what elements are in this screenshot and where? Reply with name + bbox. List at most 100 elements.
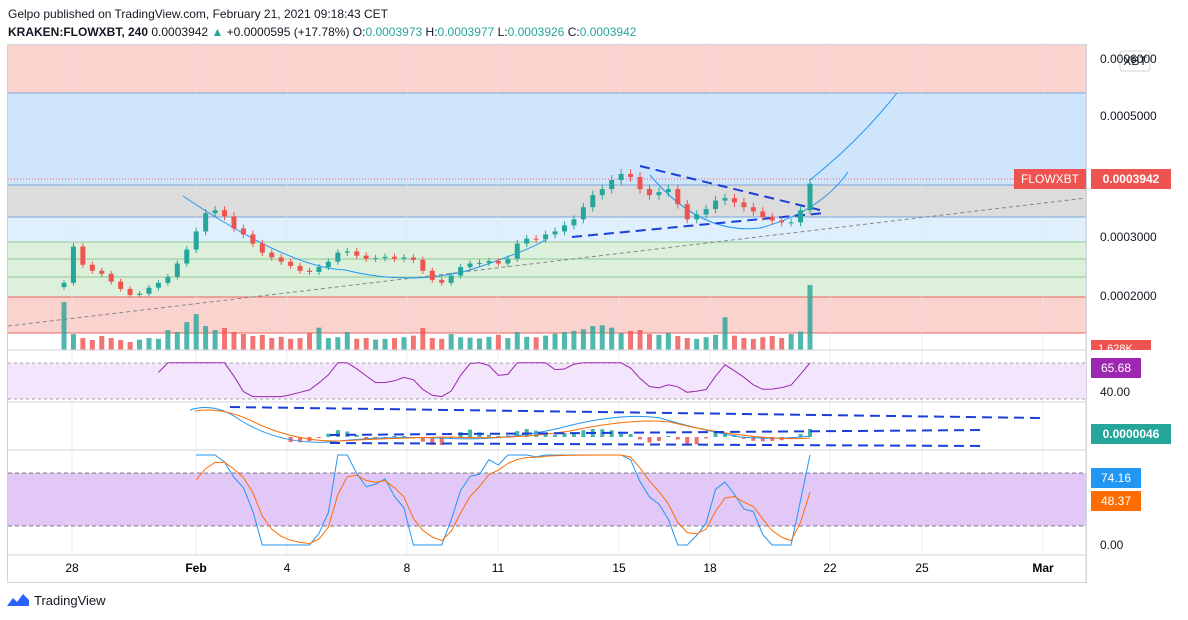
volume-bar-72	[741, 338, 747, 350]
price-tick-4: 0.0002000	[1100, 289, 1157, 303]
price-axis[interactable]: XBT 0.0006000 0.0005000 0.0003000 0.0002…	[1014, 50, 1171, 552]
candle-body-0	[61, 282, 67, 288]
volume-bar-48	[514, 332, 520, 350]
candle-body-35	[392, 256, 398, 259]
volume-bar-5	[108, 338, 114, 350]
symbol-tag-text: FLOWXBT	[1021, 172, 1080, 186]
candle-body-72	[741, 202, 747, 208]
time-tick-4: 11	[492, 561, 505, 575]
stoch-band	[8, 473, 1086, 526]
volume-bar-52	[552, 333, 558, 350]
volume-bar-62	[646, 334, 652, 350]
volume-bar-19	[240, 334, 246, 350]
volume-bar-3	[89, 340, 95, 350]
ohlc-legend: KRAKEN:FLOWXBT, 240 0.0003942 ▲ +0.00005…	[8, 23, 908, 41]
signal-line	[194, 409, 811, 442]
rsi-pane	[8, 362, 1086, 400]
macd-hist-bar-72	[741, 437, 746, 439]
stoch-k-tag	[1091, 468, 1141, 488]
time-axis[interactable]: 28 Feb 4 8 11 15 18 22 25 Mar	[65, 561, 1054, 575]
volume-bar-78	[798, 331, 804, 350]
candle-body-53	[561, 225, 567, 232]
volume-bar-30	[344, 332, 350, 350]
macd-hist-bar-54	[571, 432, 576, 437]
symbol-name[interactable]: KRAKEN:FLOWXBT, 240	[8, 25, 149, 39]
macd-hist-bar-47	[505, 435, 510, 437]
candle-body-25	[297, 265, 303, 271]
volume-bar-33	[373, 339, 379, 350]
volume-bars	[61, 285, 813, 350]
high-label: H:	[425, 25, 438, 39]
volume-bar-54	[571, 330, 577, 350]
stoch-d-line	[195, 454, 811, 545]
macd-hist-bar-78	[798, 434, 803, 437]
volume-tag	[1091, 340, 1151, 350]
candle-body-38	[420, 259, 426, 271]
candle-body-57	[599, 189, 605, 196]
candle-body-43	[467, 263, 473, 268]
time-tick-9: Mar	[1032, 561, 1054, 575]
candle-body-20	[250, 234, 256, 244]
volume-bar-13	[184, 322, 190, 350]
macd-hist-bar-36	[401, 436, 406, 437]
candle-body-73	[750, 207, 756, 212]
volume-bar-39	[429, 338, 435, 350]
volume-bar-61	[637, 330, 643, 350]
stoch-k-line	[196, 454, 811, 546]
macd-hist-bar-69	[713, 431, 718, 437]
candle-body-77	[788, 222, 794, 224]
candle-body-30	[344, 251, 350, 253]
volume-bar-28	[325, 338, 331, 350]
volume-bar-76	[779, 338, 785, 350]
macd-hist-bar-59	[619, 431, 624, 437]
time-tick-0: 28	[65, 561, 79, 575]
close-label: C:	[567, 25, 580, 39]
last-price-tag-text: 0.0003942	[1103, 172, 1160, 186]
macd-hist-bar-48	[515, 431, 520, 437]
volume-bar-1	[70, 334, 76, 350]
macd-hist-bar-67	[694, 437, 699, 445]
macd-hist-bar-64	[666, 436, 671, 437]
candle-body-66	[684, 204, 690, 220]
candle-body-44	[476, 262, 482, 264]
candle-body-37	[410, 257, 416, 260]
macd-support-line	[329, 442, 986, 447]
macd-hist-bar-50	[534, 430, 539, 437]
candle-body-60	[628, 173, 634, 177]
stoch-zero-label: 0.00	[1100, 538, 1124, 552]
footer[interactable]: TradingView	[6, 592, 106, 608]
vertical-grid	[71, 45, 1044, 555]
candle-body-62	[646, 189, 652, 196]
candle-body-14	[193, 231, 199, 250]
macd-hist-bar-31	[354, 434, 359, 437]
candle-body-15	[203, 213, 209, 232]
volume-bar-65	[675, 336, 681, 350]
rsi-band	[8, 363, 1086, 399]
candle-body-32	[363, 255, 369, 259]
candle-body-19	[240, 228, 246, 235]
candle-body-12	[174, 263, 180, 277]
candle-body-36	[401, 257, 407, 259]
green-zone	[8, 242, 1086, 297]
volume-bar-51	[543, 335, 549, 350]
macd-hist-bar-51	[543, 434, 548, 437]
macd-tag	[1091, 424, 1171, 444]
volume-bar-34	[382, 338, 388, 350]
volume-bar-10	[155, 338, 161, 350]
candle-body-54	[571, 219, 577, 226]
candle-body-21	[259, 243, 265, 253]
candle-body-5	[108, 273, 114, 282]
candlesticks	[61, 168, 813, 298]
volume-bar-35	[392, 338, 398, 350]
macd-hist-bar-39	[430, 437, 435, 445]
cup-curve-left	[182, 195, 546, 279]
macd-tag-text: 0.0000046	[1103, 427, 1160, 441]
volume-bar-29	[335, 337, 341, 350]
volume-bar-70	[722, 317, 728, 350]
volume-bar-74	[760, 337, 766, 350]
volume-bar-12	[174, 332, 180, 350]
volume-bar-58	[609, 327, 615, 350]
volume-bar-42	[458, 337, 464, 350]
candle-body-10	[155, 282, 161, 288]
